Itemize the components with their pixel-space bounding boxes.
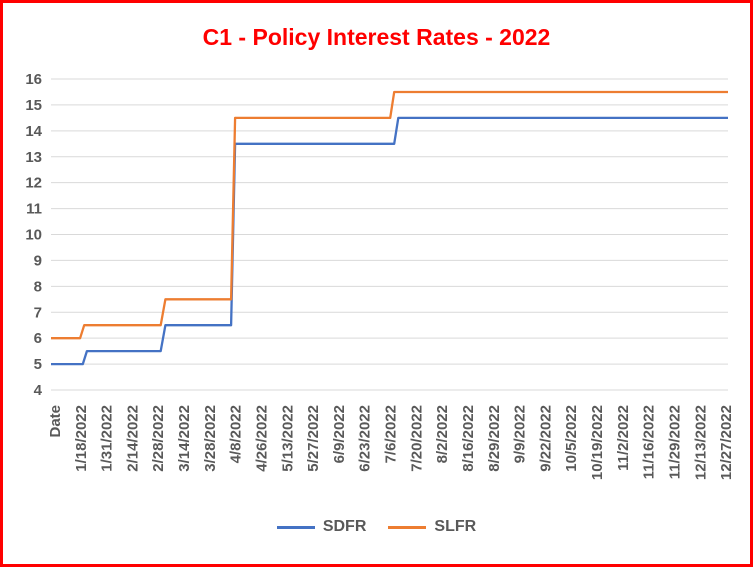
- x-tick-label: 11/16/2022: [641, 405, 658, 479]
- legend-item-sdfr: SDFR: [276, 518, 367, 536]
- y-tick-label: 8: [34, 278, 42, 295]
- x-tick-label: 8/2/2022: [434, 405, 451, 463]
- y-tick-label: 14: [25, 123, 42, 140]
- x-tick-label: 10/19/2022: [589, 405, 606, 480]
- slfr-legend-swatch: [388, 525, 427, 529]
- x-tick-label: 8/16/2022: [460, 405, 477, 472]
- y-tick-label: 16: [25, 71, 42, 88]
- slfr-legend-label: SLFR: [434, 518, 477, 535]
- chart-title: C1 - Policy Interest Rates - 2022: [202, 24, 551, 50]
- sdfr-legend-label: SDFR: [322, 518, 367, 535]
- x-tick-label: 5/13/2022: [279, 405, 296, 472]
- x-tick-label: 6/23/2022: [357, 405, 374, 472]
- y-tick-label: 12: [25, 175, 42, 192]
- y-tick-label: 15: [25, 97, 42, 114]
- x-tick-label: 4/26/2022: [253, 405, 270, 472]
- x-tick-label: Date: [47, 405, 64, 438]
- x-tick-label: 8/29/2022: [486, 405, 503, 472]
- x-tick-label: 6/9/2022: [331, 405, 348, 463]
- x-tick-label: 3/14/2022: [176, 405, 193, 472]
- x-tick-label: 5/27/2022: [305, 405, 322, 472]
- y-tick-label: 13: [25, 149, 42, 166]
- x-tick-label: 7/6/2022: [383, 405, 400, 463]
- x-tick-label: 12/27/2022: [718, 405, 735, 480]
- y-tick-label: 5: [34, 356, 42, 373]
- x-tick-label: 10/5/2022: [563, 405, 580, 472]
- x-tick-label: 11/29/2022: [666, 405, 683, 479]
- x-tick-label: 12/13/2022: [692, 405, 709, 480]
- x-tick-label: 7/20/2022: [408, 405, 425, 472]
- slfr-line: [51, 90, 728, 340]
- x-tick-label: 1/31/2022: [99, 405, 116, 472]
- x-tick-label: 2/14/2022: [124, 405, 141, 472]
- y-tick-label: 11: [26, 201, 42, 218]
- chart-legend: SDFR SLFR: [3, 518, 750, 536]
- x-tick-label: 4/8/2022: [228, 405, 245, 463]
- y-tick-label: 9: [34, 252, 42, 269]
- x-tick-label: 3/28/2022: [202, 405, 219, 472]
- y-tick-label: 4: [34, 382, 43, 399]
- x-tick-label: 1/18/2022: [73, 405, 90, 472]
- x-tick-label: 9/9/2022: [512, 405, 529, 463]
- legend-item-slfr: SLFR: [388, 518, 476, 536]
- sdfr-legend-swatch: [276, 525, 315, 529]
- sdfr-line: [51, 116, 728, 366]
- y-tick-label: 7: [34, 304, 42, 321]
- x-tick-label: 9/22/2022: [537, 405, 554, 472]
- x-tick-label: 2/28/2022: [150, 405, 167, 472]
- y-tick-label: 10: [25, 227, 42, 244]
- x-tick-label: 11/2/2022: [615, 405, 632, 471]
- y-tick-label: 6: [34, 330, 42, 347]
